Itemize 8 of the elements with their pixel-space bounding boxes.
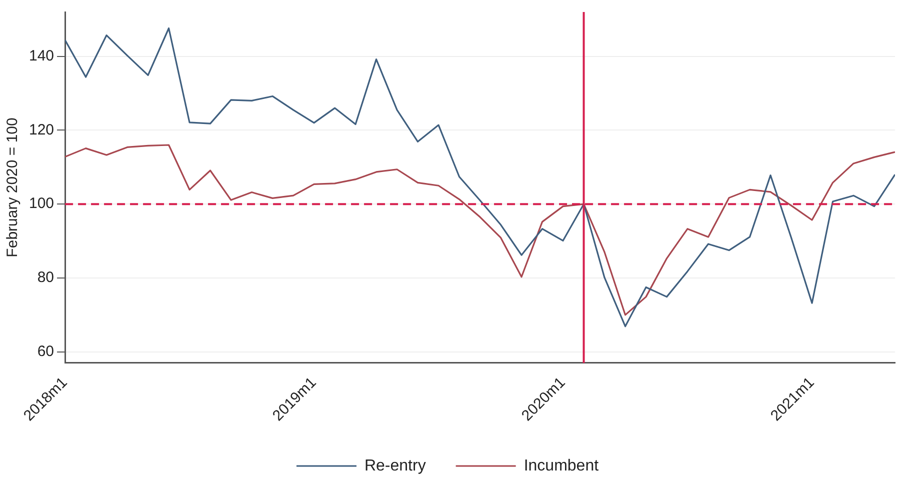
y-tick-label: 100: [28, 195, 54, 212]
y-tick-label: 60: [37, 343, 54, 360]
legend-label: Re-entry: [364, 457, 426, 474]
y-tick-label: 120: [28, 121, 54, 138]
legend-label: Incumbent: [524, 457, 600, 474]
y-axis-title: February 2020 = 100: [4, 118, 22, 258]
y-tick-label: 80: [37, 269, 54, 286]
y-tick-label: 140: [28, 47, 54, 64]
